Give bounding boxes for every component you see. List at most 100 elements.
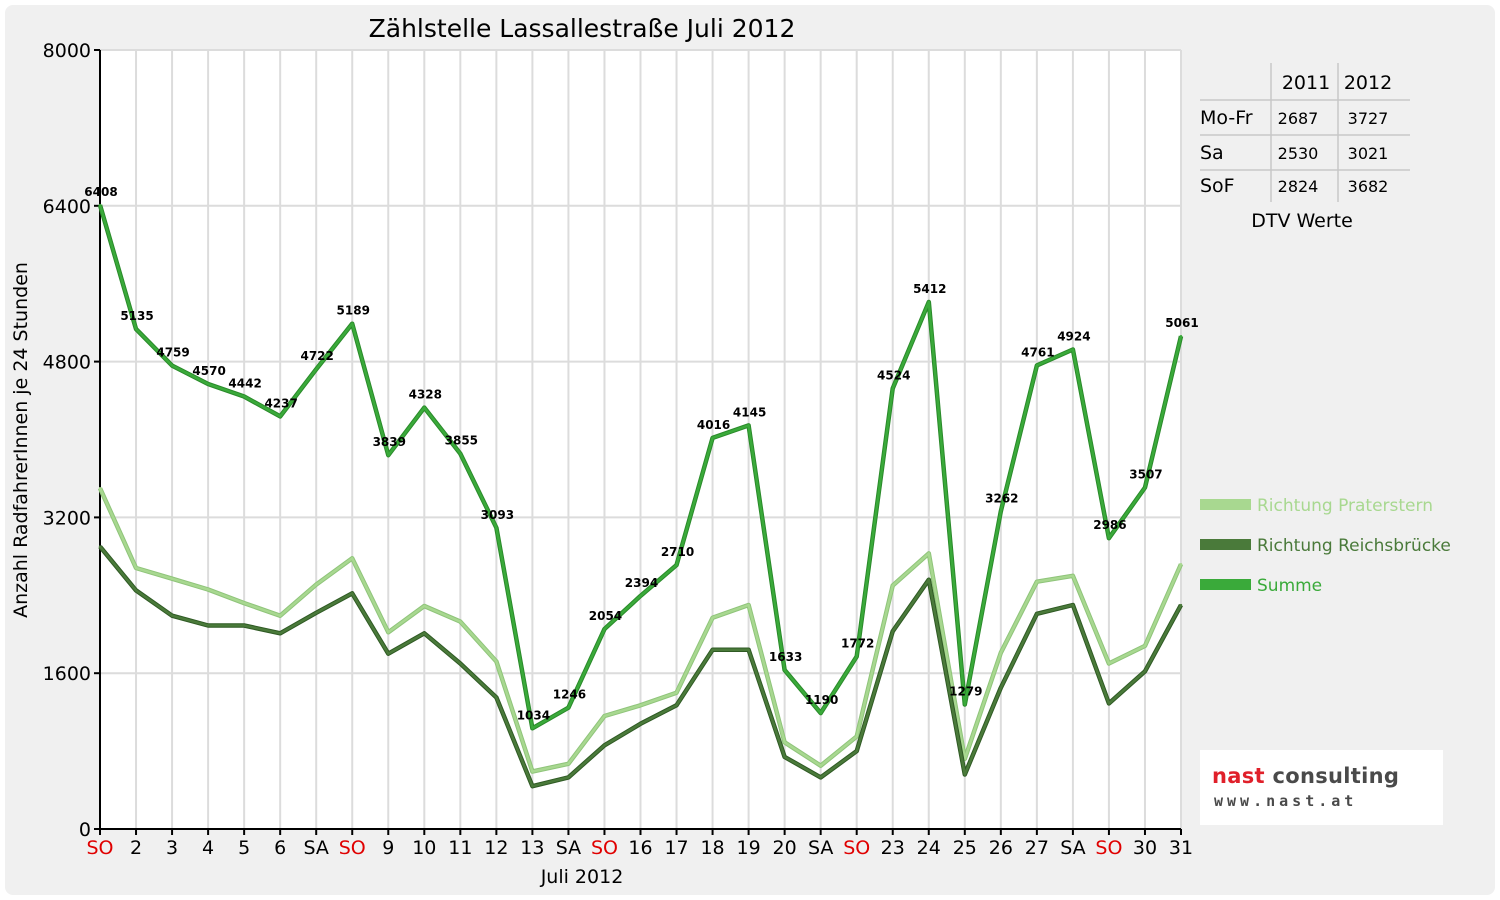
y-tick-label: 3200 xyxy=(43,507,91,529)
data-point xyxy=(170,577,174,580)
data-label: 1190 xyxy=(805,693,838,707)
logo-wordmark-rest: consulting xyxy=(1264,764,1400,788)
data-point xyxy=(675,563,678,567)
data-point xyxy=(1179,603,1183,607)
x-tick-label: 23 xyxy=(881,837,905,859)
legend-item-label: Richtung Reichsbrücke xyxy=(1257,536,1451,556)
x-tick-label: SA xyxy=(1060,837,1085,859)
data-point xyxy=(531,784,534,788)
data-point xyxy=(242,624,246,627)
table-cell-2011: 2824 xyxy=(1278,177,1319,196)
data-label: 4924 xyxy=(1057,330,1090,344)
x-tick-label: 4 xyxy=(202,837,214,859)
data-point xyxy=(351,322,354,325)
x-tick-label: 5 xyxy=(238,837,250,859)
data-point xyxy=(963,703,966,706)
x-tick-label: 9 xyxy=(382,837,394,859)
x-tick-label: 20 xyxy=(773,837,797,859)
data-label: 4016 xyxy=(697,418,730,432)
data-point xyxy=(1179,334,1183,338)
data-point xyxy=(567,776,570,779)
data-label: 4759 xyxy=(156,346,189,360)
x-tick-label: SO xyxy=(339,837,366,859)
data-point xyxy=(278,632,282,635)
x-tick-label: 6 xyxy=(274,837,286,859)
x-tick-label: 11 xyxy=(448,837,472,859)
data-point xyxy=(459,452,462,455)
legend-swatch xyxy=(1200,499,1251,510)
data-point xyxy=(1179,562,1183,566)
data-point xyxy=(855,735,858,738)
table-row-label: Sa xyxy=(1200,142,1224,164)
table-cell-2012: 3727 xyxy=(1348,109,1389,128)
legend-swatch xyxy=(1200,539,1251,550)
table-caption: DTV Werte xyxy=(1251,210,1353,232)
data-point xyxy=(423,406,426,409)
data-point xyxy=(278,415,282,418)
data-point xyxy=(423,632,426,635)
data-point xyxy=(531,727,534,730)
data-label: 5189 xyxy=(337,304,370,318)
data-label: 2394 xyxy=(625,576,658,590)
data-point xyxy=(783,755,786,759)
data-point xyxy=(639,722,642,726)
data-point xyxy=(134,589,138,592)
data-point xyxy=(315,583,318,586)
x-tick-label: 10 xyxy=(412,837,436,859)
x-tick-label: 16 xyxy=(628,837,652,859)
data-point xyxy=(1107,662,1111,665)
data-label: 1633 xyxy=(769,650,802,664)
x-axis-title: Juli 2012 xyxy=(540,866,624,888)
legend-item-label: Summe xyxy=(1257,576,1322,596)
logo-wordmark: nast consulting xyxy=(1212,764,1399,788)
data-point xyxy=(963,773,966,776)
data-label: 6408 xyxy=(84,185,117,199)
data-point xyxy=(855,749,858,753)
data-point xyxy=(603,744,606,747)
x-tick-label: 18 xyxy=(700,837,724,859)
data-label: 4145 xyxy=(733,405,766,419)
data-point xyxy=(242,395,246,398)
data-label: 3262 xyxy=(985,491,1018,505)
data-point xyxy=(855,655,858,658)
data-label: 5412 xyxy=(913,282,946,296)
x-tick-label: 30 xyxy=(1133,837,1157,859)
data-point xyxy=(206,588,210,591)
data-label: 4237 xyxy=(264,396,297,410)
x-tick-label: 24 xyxy=(917,837,941,859)
data-point xyxy=(639,594,642,598)
data-point xyxy=(819,776,822,779)
data-point xyxy=(134,327,138,331)
data-point xyxy=(675,704,678,707)
data-point xyxy=(711,616,714,619)
data-point xyxy=(1071,574,1075,578)
x-tick-label: SA xyxy=(808,837,833,859)
data-label: 4328 xyxy=(409,388,442,402)
data-point xyxy=(1035,612,1039,616)
y-axis-title: Anzahl RadfahrerInnen je 24 Stunden xyxy=(10,262,32,618)
data-label: 3839 xyxy=(373,435,406,449)
data-point xyxy=(567,762,570,765)
x-tick-label: 26 xyxy=(989,837,1013,859)
x-tick-label: SO xyxy=(86,837,113,859)
data-label: 4761 xyxy=(1021,345,1054,359)
legend-swatch xyxy=(1200,579,1251,590)
y-tick-label: 8000 xyxy=(43,40,91,62)
data-point xyxy=(206,382,210,386)
data-point xyxy=(603,627,606,631)
data-label: 5061 xyxy=(1165,316,1198,330)
data-point xyxy=(134,566,138,570)
data-point xyxy=(459,620,462,623)
table-cell-2011: 2687 xyxy=(1278,109,1319,128)
data-point xyxy=(351,592,354,595)
data-point xyxy=(927,552,930,555)
data-point xyxy=(747,603,750,607)
data-point xyxy=(567,706,570,709)
chart-title: Zählstelle Lassallestraße Juli 2012 xyxy=(369,14,796,43)
data-label: 1279 xyxy=(949,684,982,698)
data-point xyxy=(927,578,930,581)
data-label: 4442 xyxy=(228,376,261,390)
table-cell-2012: 3021 xyxy=(1348,144,1389,163)
data-point xyxy=(999,686,1003,690)
